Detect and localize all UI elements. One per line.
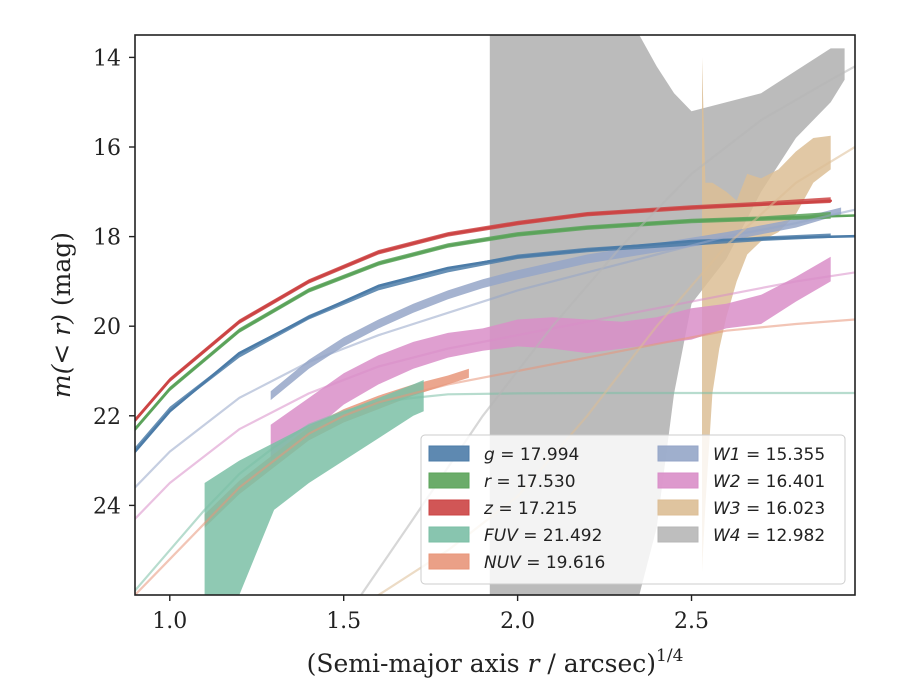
w2-model-line bbox=[135, 271, 855, 520]
x-tick-label: 1.5 bbox=[326, 609, 361, 634]
legend-label-w4: W4 = 12.982 bbox=[713, 526, 825, 546]
g-model-line bbox=[135, 234, 855, 453]
legend-swatch-w1 bbox=[657, 445, 699, 462]
x-tick-label: 1.0 bbox=[152, 609, 187, 634]
w2-band bbox=[270, 256, 831, 461]
x-axis-ticks: 1.0 1.5 2.0 2.5 bbox=[152, 595, 709, 634]
x-axis-label-main: (Semi-major axis bbox=[307, 649, 528, 678]
legend-frame bbox=[420, 434, 846, 585]
legend-swatch-fuv bbox=[428, 526, 470, 543]
x-axis-label-tail: / arcsec) bbox=[539, 649, 656, 678]
fuv-model-line bbox=[135, 391, 855, 592]
y-axis-label-tail: (mag) bbox=[47, 232, 76, 314]
y-axis-label-main: m(< r) bbox=[47, 314, 76, 398]
z-model-line bbox=[135, 199, 833, 422]
legend-swatch-w3 bbox=[657, 499, 699, 516]
y-tick-label: 22 bbox=[93, 405, 121, 430]
x-tick-label: 2.5 bbox=[674, 609, 709, 634]
legend-label-r: r = 17.530 bbox=[484, 472, 576, 492]
y-axis-label: m(< r) (mag) bbox=[47, 232, 76, 398]
w3-band bbox=[702, 57, 831, 573]
legend-swatch-w4 bbox=[657, 526, 699, 543]
legend-swatch-z bbox=[428, 499, 470, 516]
legend-label-w1: W1 = 15.355 bbox=[713, 445, 825, 465]
legend-label-g: g = 17.994 bbox=[484, 445, 579, 465]
legend-label-w2: W2 = 16.401 bbox=[713, 472, 825, 492]
x-tick-label: 2.0 bbox=[500, 609, 535, 634]
x-axis-label-sup: 1/4 bbox=[656, 646, 683, 666]
y-tick-label: 18 bbox=[93, 226, 121, 251]
w1-band bbox=[270, 207, 842, 401]
x-axis-label: (Semi-major axis r / arcsec)1/4 bbox=[307, 646, 684, 678]
y-axis-ticks: 14 16 18 20 22 24 bbox=[93, 46, 135, 519]
legend-label-fuv: FUV = 21.492 bbox=[484, 526, 602, 546]
legend-swatch-r bbox=[428, 472, 470, 489]
legend: g = 17.994 r = 17.530 z = 17.215 FUV = 21.4… bbox=[420, 434, 846, 585]
plot-frame bbox=[134, 34, 856, 596]
legend-swatch-nuv bbox=[428, 553, 470, 570]
y-tick-label: 14 bbox=[93, 46, 121, 71]
x-axis-label-var: r bbox=[528, 649, 542, 678]
legend-entries: g = 17.994 r = 17.530 z = 17.215 FUV = 21.4… bbox=[428, 445, 825, 573]
y-tick-label: 16 bbox=[93, 136, 121, 161]
legend-label-z: z = 17.215 bbox=[483, 499, 577, 519]
y-tick-label: 20 bbox=[93, 315, 121, 340]
legend-swatch-g bbox=[428, 445, 470, 462]
fuv-band bbox=[204, 380, 424, 595]
r-model-line bbox=[135, 214, 855, 431]
nuv-model-line bbox=[135, 318, 855, 595]
legend-swatch-w2 bbox=[657, 472, 699, 489]
legend-label-nuv: NUV = 19.616 bbox=[484, 553, 605, 573]
y-tick-label: 24 bbox=[93, 494, 121, 519]
legend-label-w3: W3 = 16.023 bbox=[713, 499, 825, 519]
